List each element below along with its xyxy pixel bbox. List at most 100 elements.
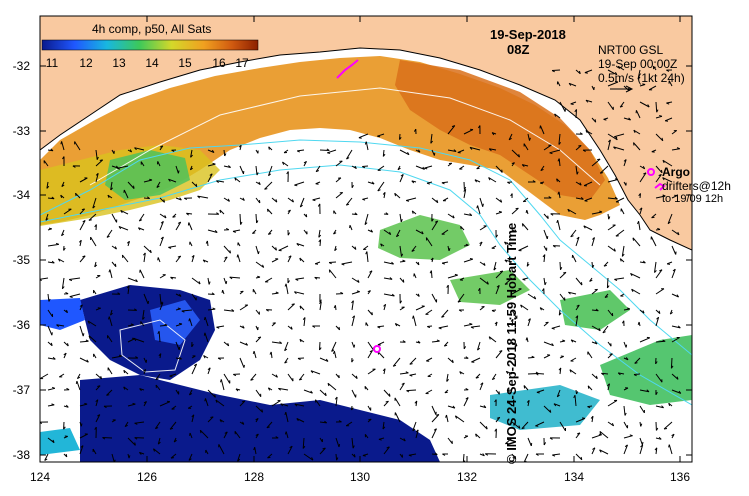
current-vector-head (255, 433, 259, 436)
current-vector (237, 453, 241, 462)
current-vector (223, 373, 231, 384)
current-vector (102, 437, 113, 439)
current-vector (463, 129, 474, 135)
current-vector-head (51, 403, 55, 406)
current-vector-head (662, 194, 666, 197)
current-vector-head (312, 325, 316, 328)
current-vector-head (265, 309, 269, 312)
current-vector-head (506, 389, 510, 393)
current-vector (75, 192, 81, 199)
current-vector (296, 418, 305, 423)
current-vector-head (482, 453, 485, 457)
current-vector-head (134, 147, 137, 151)
current-vector (377, 165, 385, 171)
current-vector-head (135, 356, 139, 359)
current-vector-head (634, 362, 638, 364)
current-vector (255, 405, 263, 413)
current-vector (409, 373, 417, 376)
current-vector-head (488, 336, 491, 340)
current-vector (40, 373, 49, 380)
current-vector (61, 141, 65, 151)
current-vector (536, 389, 545, 393)
current-vector-head (454, 273, 458, 276)
current-vector-head (229, 250, 231, 254)
current-vector-head (430, 140, 433, 144)
current-vector-head (445, 414, 447, 418)
current-vector-head (338, 375, 340, 378)
current-vector-head (275, 374, 278, 378)
current-vector-head (603, 118, 607, 121)
current-vector-head (291, 199, 294, 203)
current-vector (663, 421, 673, 430)
current-vector-head (97, 414, 101, 417)
current-vector (367, 368, 376, 375)
current-vector-head (590, 415, 594, 419)
current-vector-head (465, 356, 469, 359)
current-vector-head (475, 433, 477, 437)
current-vector-head (169, 427, 174, 430)
current-vector-head (485, 453, 489, 456)
current-vector-head (557, 191, 560, 195)
current-vector-head (236, 254, 239, 258)
map-date: 19-Sep-2018 (490, 27, 566, 42)
current-vector (558, 158, 561, 167)
current-vector (303, 453, 314, 461)
current-vector-head (429, 270, 432, 274)
current-vector (204, 316, 209, 327)
current-vector-head (639, 207, 643, 211)
current-vector (506, 370, 513, 375)
current-vector-head (284, 411, 287, 416)
current-vector (280, 403, 289, 407)
current-vector-head (197, 195, 201, 199)
current-vector (223, 341, 230, 347)
current-vector-head (569, 369, 572, 373)
current-vector (639, 337, 650, 343)
sst-cyan-southwest (40, 428, 80, 455)
current-vector-head (621, 320, 625, 324)
current-vector-head (114, 459, 116, 462)
current-vector-head (203, 332, 206, 336)
current-vector-head (654, 270, 657, 273)
current-vector-head (237, 458, 241, 462)
current-vector (168, 245, 177, 248)
current-vector-head (168, 178, 171, 182)
current-vector (377, 351, 385, 359)
current-vector (583, 225, 593, 231)
current-vector (223, 256, 228, 263)
current-vector-head (225, 280, 228, 285)
current-vector-head (422, 166, 425, 170)
current-vector (253, 350, 257, 359)
current-vector-head (640, 423, 643, 427)
current-vector-head (494, 399, 497, 403)
current-vector (267, 453, 273, 459)
current-vector (47, 309, 54, 318)
current-vector-head (444, 391, 448, 394)
contour-line (40, 139, 692, 356)
current-vector-head (479, 241, 483, 245)
current-vector (207, 367, 211, 375)
current-vector (639, 389, 650, 393)
colorbar-tick-label: 11 (45, 56, 59, 70)
current-vector (457, 293, 465, 303)
current-vector-head (212, 162, 216, 165)
current-vector (523, 143, 529, 151)
current-vector-head (655, 427, 659, 431)
current-vector (570, 357, 577, 362)
current-vector-head (216, 326, 220, 329)
current-vector-head (667, 263, 671, 265)
current-vector (331, 341, 337, 352)
current-vector-head (352, 445, 355, 449)
current-vector (367, 270, 373, 279)
current-vector (623, 421, 628, 429)
current-vector-head (661, 137, 664, 141)
argo-marker (373, 168, 655, 353)
current-vector (406, 197, 417, 201)
sst-green-patch-west (105, 150, 190, 200)
current-vector (399, 372, 409, 375)
current-vector (623, 341, 627, 348)
current-vector (43, 160, 49, 167)
current-vector-head (444, 344, 448, 347)
current-vector-head (406, 200, 410, 202)
current-vector-head (114, 263, 117, 267)
current-vector (282, 161, 289, 167)
